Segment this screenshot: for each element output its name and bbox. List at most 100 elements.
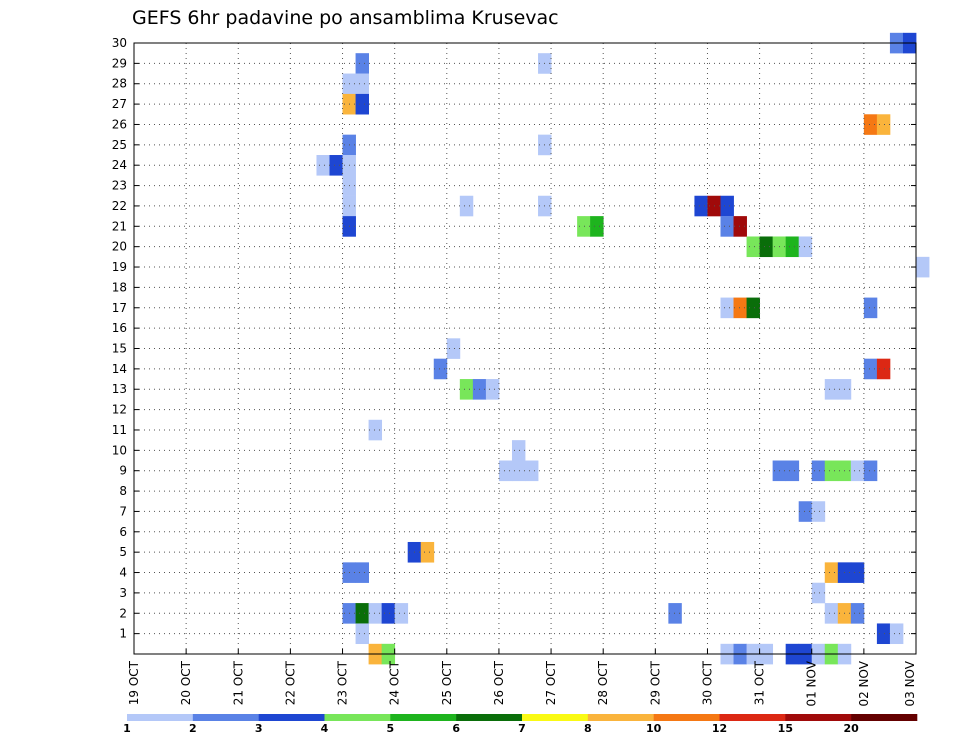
heatmap-cell bbox=[811, 582, 826, 604]
colorbar-legend: 1 2 3 4 5 6 7 8 10 12 15 20 bbox=[123, 714, 918, 735]
y-tick-label: 14 bbox=[112, 362, 127, 376]
heatmap-cell bbox=[863, 114, 878, 135]
colorbar-swatch bbox=[719, 714, 786, 721]
heatmap-cell bbox=[577, 216, 591, 237]
colorbar-label: 3 bbox=[255, 722, 263, 735]
heatmap-cell bbox=[824, 379, 839, 400]
y-tick-label: 5 bbox=[119, 545, 127, 559]
heatmap-cell bbox=[733, 216, 747, 237]
x-tick-label: 24 OCT bbox=[388, 660, 402, 705]
y-tick-label: 30 bbox=[112, 36, 127, 50]
heatmap-cell bbox=[498, 460, 513, 482]
heatmap-cell bbox=[798, 236, 813, 258]
heatmap-cell bbox=[355, 562, 369, 583]
colorbar-label: 12 bbox=[712, 722, 727, 735]
heatmap-cell bbox=[863, 358, 878, 380]
x-tick-label: 28 OCT bbox=[596, 660, 610, 705]
heatmap-cell bbox=[798, 501, 813, 522]
heatmap-cell bbox=[916, 256, 930, 278]
y-tick-label: 16 bbox=[112, 321, 127, 335]
y-tick-label: 12 bbox=[112, 403, 127, 417]
heatmap-cell bbox=[824, 562, 839, 583]
grid-lines bbox=[134, 43, 916, 654]
y-tick-label: 18 bbox=[112, 280, 127, 294]
y-tick-label: 8 bbox=[119, 484, 127, 498]
y-tick-label: 21 bbox=[112, 219, 127, 233]
heatmap-cell bbox=[368, 603, 383, 624]
heatmap-cell bbox=[720, 195, 734, 217]
heatmap-cell bbox=[381, 603, 396, 624]
heatmap-cell bbox=[889, 623, 904, 645]
heatmap-cell bbox=[733, 297, 747, 319]
heatmap-cell bbox=[394, 603, 409, 624]
colorbar-label: 1 bbox=[123, 722, 131, 735]
y-tick-label: 20 bbox=[112, 240, 127, 254]
heatmap-cell bbox=[355, 73, 369, 95]
x-tick-label: 25 OCT bbox=[440, 660, 454, 705]
y-tick-label: 7 bbox=[119, 504, 127, 518]
y-tick-label: 25 bbox=[112, 138, 127, 152]
heatmap-cell bbox=[850, 562, 865, 583]
y-tick-label: 28 bbox=[112, 77, 127, 91]
heatmap-cell bbox=[720, 216, 734, 237]
x-tick-label: 02 NOV bbox=[857, 660, 871, 706]
x-tick-label: 03 NOV bbox=[903, 660, 917, 706]
x-tick-label: 23 OCT bbox=[336, 660, 350, 705]
heatmap-cell bbox=[746, 236, 760, 258]
heatmap-cell bbox=[355, 93, 369, 115]
heatmap-cell bbox=[720, 297, 734, 319]
heatmap-cell bbox=[785, 236, 800, 258]
y-tick-label: 1 bbox=[119, 627, 127, 641]
heatmap-cell bbox=[694, 195, 708, 217]
y-tick-label: 3 bbox=[119, 586, 127, 600]
colorbar-label: 10 bbox=[646, 722, 662, 735]
heatmap-cell bbox=[668, 603, 682, 624]
colorbar-swatch bbox=[324, 714, 391, 721]
colorbar-label: 8 bbox=[584, 722, 592, 735]
y-tick-label: 23 bbox=[112, 179, 127, 193]
heatmap-cell bbox=[525, 460, 539, 482]
heatmap-cell bbox=[876, 114, 891, 135]
heatmap-cell bbox=[863, 460, 878, 482]
heatmap-cell bbox=[368, 419, 383, 441]
heatmap-cell bbox=[850, 460, 865, 482]
heatmap-cell bbox=[811, 501, 826, 522]
colorbar-label: 6 bbox=[452, 722, 460, 735]
colorbar-label: 15 bbox=[778, 722, 793, 735]
x-tick-label: 29 OCT bbox=[648, 660, 662, 705]
y-tick-label: 4 bbox=[119, 566, 127, 580]
colorbar-swatch bbox=[653, 714, 720, 721]
heatmap-cell bbox=[511, 460, 526, 482]
y-tick-label: 6 bbox=[119, 525, 127, 539]
colorbar-swatch bbox=[192, 714, 259, 721]
x-tick-label: 19 OCT bbox=[127, 660, 141, 705]
heatmap-cell bbox=[355, 53, 369, 74]
y-tick-label: 13 bbox=[112, 382, 127, 396]
heatmap-cell bbox=[824, 460, 839, 482]
heatmap-cell bbox=[850, 603, 865, 624]
heatmap-cell bbox=[420, 541, 435, 563]
colorbar-swatch bbox=[587, 714, 654, 721]
x-axis-ticks: 19 OCT 20 OCT 21 OCT 22 OCT 23 OCT 24 OCT 25 O… bbox=[127, 649, 917, 707]
x-tick-label: 22 OCT bbox=[283, 660, 297, 705]
y-tick-label: 10 bbox=[112, 443, 127, 457]
y-tick-label: 15 bbox=[112, 342, 127, 356]
heatmap-cells bbox=[316, 32, 930, 665]
heatmap-cell bbox=[785, 460, 800, 482]
heatmap-cell bbox=[446, 338, 461, 359]
y-tick-label: 29 bbox=[112, 56, 127, 70]
x-tick-label: 01 NOV bbox=[805, 660, 819, 706]
x-tick-label: 31 OCT bbox=[753, 660, 767, 705]
heatmap-cell bbox=[329, 155, 343, 176]
heatmap-cell bbox=[316, 155, 330, 176]
colorbar-label: 4 bbox=[321, 722, 329, 735]
heatmap-cell bbox=[876, 623, 891, 645]
y-tick-label: 17 bbox=[112, 301, 127, 315]
colorbar-label: 7 bbox=[518, 722, 526, 735]
heatmap-cell bbox=[459, 379, 474, 400]
x-tick-label: 21 OCT bbox=[231, 660, 245, 705]
heatmap-cell bbox=[863, 297, 878, 319]
colorbar-swatch bbox=[785, 714, 852, 721]
colorbar-swatch bbox=[258, 714, 325, 721]
